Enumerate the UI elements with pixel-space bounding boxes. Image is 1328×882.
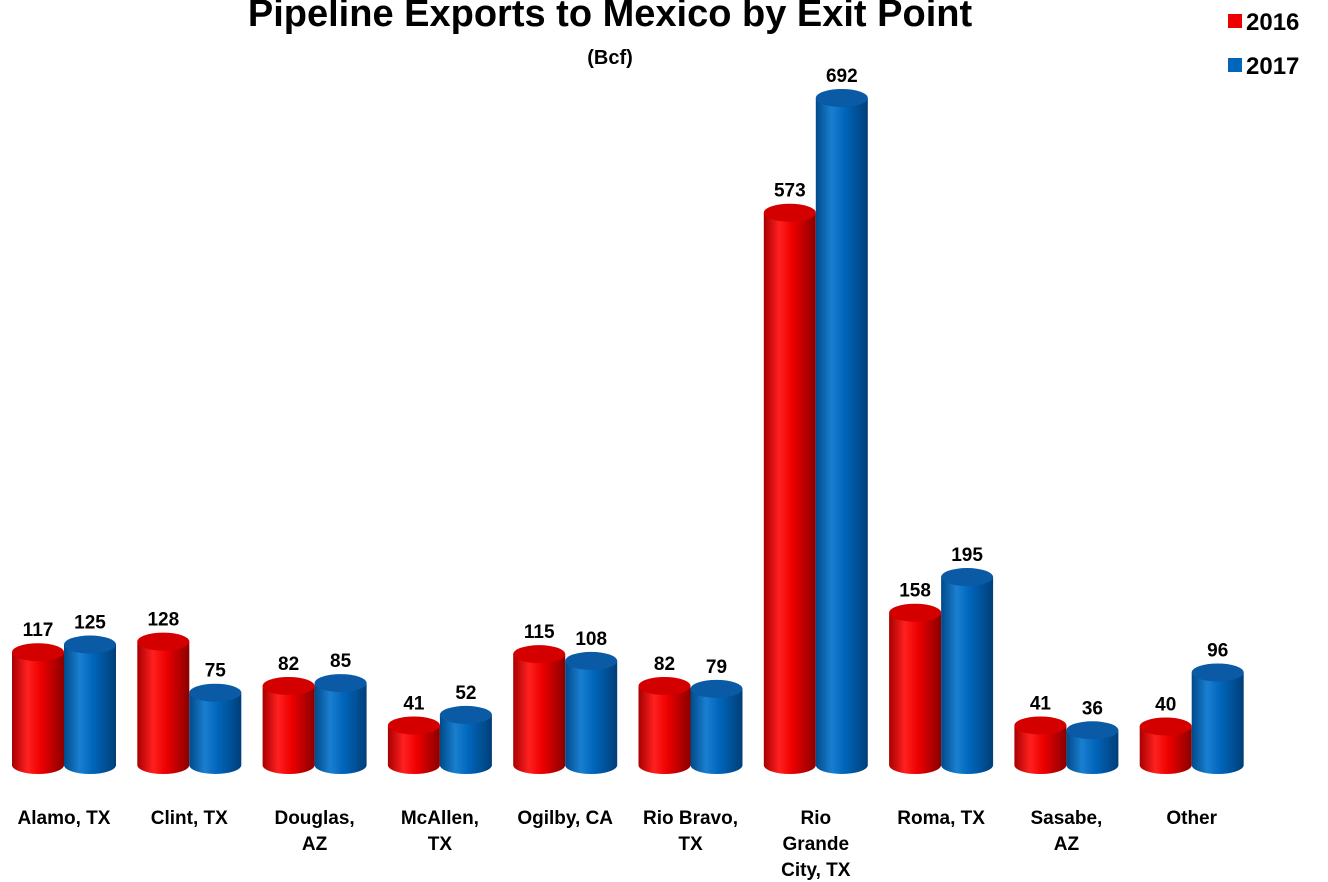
bar-2016-6 bbox=[763, 203, 816, 774]
bar-group bbox=[12, 89, 1244, 774]
bar-2017-1 bbox=[189, 683, 242, 774]
category-label-0: Alamo, TX bbox=[18, 808, 111, 829]
value-label-2017-2: 85 bbox=[330, 651, 352, 672]
bar-2016-2 bbox=[262, 676, 315, 774]
value-label-2016-8: 41 bbox=[1030, 693, 1052, 714]
bar-2017-8 bbox=[1066, 721, 1119, 774]
legend-item-2016: 2016 bbox=[1228, 9, 1299, 36]
category-label-1: Clint, TX bbox=[151, 808, 228, 829]
chart-title: Pipeline Exports to Mexico by Exit Point bbox=[248, 0, 973, 35]
category-label-7: Roma, TX bbox=[897, 808, 985, 829]
value-label-2017-8: 36 bbox=[1082, 698, 1103, 719]
value-label-2016-3: 41 bbox=[403, 693, 425, 714]
category-label-4: Ogilby, CA bbox=[517, 808, 613, 829]
category-label-6: Rio Grande City, TX bbox=[781, 808, 851, 881]
category-label-3: McAllen, TX bbox=[401, 808, 479, 855]
bar-2016-3 bbox=[387, 716, 440, 774]
legend-label-2016: 2016 bbox=[1246, 9, 1299, 36]
value-label-2017-0: 125 bbox=[74, 613, 106, 634]
bar-2016-8 bbox=[1014, 716, 1067, 774]
category-label-5: Rio Bravo, TX bbox=[643, 808, 738, 855]
value-label-2016-0: 117 bbox=[23, 620, 54, 641]
category-label-8: Sasabe, AZ bbox=[1030, 808, 1102, 855]
value-label-2017-1: 75 bbox=[205, 661, 227, 682]
value-label-2017-4: 108 bbox=[575, 629, 607, 650]
chart-subtitle: (Bcf) bbox=[587, 47, 633, 69]
bar-2017-9 bbox=[1191, 663, 1244, 774]
bar-2017-6 bbox=[815, 89, 868, 774]
bar-2016-7 bbox=[889, 603, 942, 774]
category-labels: Alamo, TX Clint, TX Douglas, AZ McAllen, TX Og… bbox=[18, 808, 1218, 881]
bar-2016-5 bbox=[638, 676, 691, 774]
bar-2017-0 bbox=[64, 635, 116, 774]
value-label-2016-6: 573 bbox=[774, 181, 806, 202]
value-label-2016-5: 82 bbox=[654, 654, 675, 675]
legend-item-2017: 2017 bbox=[1228, 53, 1299, 80]
value-label-2017-6: 692 bbox=[826, 66, 858, 87]
legend-label-2017: 2017 bbox=[1246, 53, 1299, 80]
legend: 2016 2017 bbox=[1228, 9, 1299, 80]
value-label-2016-9: 40 bbox=[1155, 694, 1176, 715]
bar-2017-2 bbox=[314, 674, 367, 774]
value-labels: 117 125 128 75 82 85 41 52 115 108 82 79 573 692 158 19… bbox=[23, 66, 1229, 719]
value-label-2017-7: 195 bbox=[951, 545, 983, 566]
legend-swatch-2017 bbox=[1228, 58, 1242, 72]
value-label-2017-3: 52 bbox=[455, 683, 476, 704]
bar-2017-3 bbox=[439, 705, 492, 774]
bar-2017-4 bbox=[565, 651, 618, 774]
category-label-2: Douglas, AZ bbox=[274, 808, 354, 855]
value-label-2016-4: 115 bbox=[524, 622, 555, 643]
bar-2016-1 bbox=[137, 632, 190, 774]
bar-2017-7 bbox=[941, 568, 994, 774]
value-label-2017-9: 96 bbox=[1207, 640, 1228, 661]
value-label-2016-1: 128 bbox=[147, 610, 179, 631]
value-label-2017-5: 79 bbox=[706, 657, 727, 678]
bar-2017-5 bbox=[690, 679, 743, 774]
value-label-2016-7: 158 bbox=[899, 581, 931, 602]
bar-2016-0 bbox=[12, 643, 64, 774]
legend-swatch-2016 bbox=[1228, 14, 1242, 28]
bar-2016-4 bbox=[513, 645, 566, 774]
value-label-2016-2: 82 bbox=[278, 654, 299, 675]
category-label-9: Other bbox=[1166, 808, 1217, 829]
bar-2016-9 bbox=[1139, 717, 1192, 774]
